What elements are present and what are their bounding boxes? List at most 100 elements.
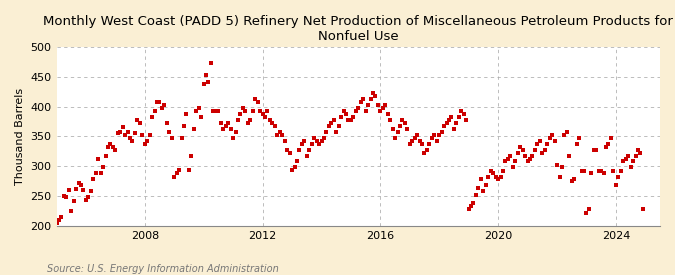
Point: [201, 73, 212, 77]
Point: [159, 103, 170, 107]
Point: [242, 120, 253, 125]
Point: [68, 199, 79, 203]
Point: [589, 147, 599, 152]
Point: [515, 145, 526, 149]
Point: [140, 141, 151, 146]
Point: [562, 130, 572, 134]
Point: [88, 177, 99, 182]
Point: [316, 139, 327, 143]
Point: [434, 133, 445, 138]
Point: [623, 153, 634, 158]
Point: [92, 157, 103, 161]
Point: [593, 169, 604, 173]
Point: [225, 126, 236, 131]
Point: [616, 169, 626, 173]
Point: [169, 175, 180, 179]
Point: [341, 112, 352, 116]
Point: [254, 109, 265, 113]
Point: [466, 204, 477, 208]
Point: [127, 138, 138, 143]
Point: [400, 120, 410, 125]
Point: [551, 163, 562, 167]
Point: [493, 177, 504, 182]
Point: [59, 194, 70, 198]
Point: [103, 145, 113, 149]
Point: [80, 198, 91, 202]
Point: [257, 112, 268, 116]
Point: [176, 135, 187, 140]
Point: [267, 120, 277, 125]
Point: [475, 177, 486, 182]
Point: [527, 153, 538, 158]
Point: [380, 103, 391, 107]
Point: [635, 151, 646, 155]
Point: [610, 183, 621, 188]
Point: [83, 195, 94, 199]
Point: [235, 112, 246, 116]
Point: [227, 135, 238, 140]
Point: [194, 106, 205, 110]
Point: [186, 153, 197, 158]
Point: [343, 117, 354, 122]
Point: [130, 131, 140, 136]
Point: [385, 117, 396, 122]
Point: [422, 147, 433, 152]
Point: [154, 100, 165, 104]
Point: [490, 175, 501, 179]
Point: [292, 159, 302, 164]
Point: [314, 141, 325, 146]
Point: [353, 106, 364, 110]
Point: [630, 153, 641, 158]
Point: [333, 123, 344, 128]
Point: [407, 139, 418, 143]
Point: [556, 165, 567, 170]
Point: [581, 211, 592, 215]
Point: [206, 61, 217, 65]
Point: [412, 133, 423, 138]
Point: [321, 130, 331, 134]
Point: [188, 127, 199, 131]
Point: [335, 115, 346, 120]
Y-axis label: Thousand Barrels: Thousand Barrels: [15, 88, 25, 185]
Point: [618, 159, 628, 164]
Point: [191, 109, 202, 113]
Point: [211, 109, 221, 113]
Point: [252, 100, 263, 104]
Point: [299, 139, 310, 143]
Point: [387, 126, 398, 131]
Point: [250, 97, 261, 101]
Point: [461, 117, 472, 122]
Point: [171, 171, 182, 176]
Point: [245, 117, 256, 122]
Point: [350, 109, 361, 113]
Point: [110, 147, 121, 152]
Point: [576, 169, 587, 173]
Text: Source: U.S. Energy Information Administration: Source: U.S. Energy Information Administ…: [47, 264, 279, 274]
Point: [198, 82, 209, 86]
Point: [427, 135, 437, 140]
Point: [456, 109, 466, 113]
Point: [277, 133, 288, 138]
Point: [230, 130, 241, 134]
Point: [436, 130, 447, 134]
Point: [284, 150, 295, 155]
Point: [142, 139, 153, 143]
Point: [446, 115, 457, 120]
Point: [569, 177, 580, 182]
Point: [549, 139, 560, 143]
Point: [409, 135, 420, 140]
Point: [311, 139, 322, 143]
Point: [167, 135, 178, 140]
Point: [542, 141, 553, 146]
Point: [203, 79, 214, 84]
Point: [105, 141, 116, 146]
Point: [628, 159, 639, 164]
Title: Monthly West Coast (PADD 5) Refinery Net Production of Miscellaneous Petroleum P: Monthly West Coast (PADD 5) Refinery Net…: [43, 15, 673, 43]
Point: [591, 147, 601, 152]
Point: [554, 175, 565, 179]
Point: [247, 109, 258, 113]
Point: [262, 109, 273, 113]
Point: [451, 120, 462, 125]
Point: [625, 165, 636, 170]
Point: [218, 126, 229, 131]
